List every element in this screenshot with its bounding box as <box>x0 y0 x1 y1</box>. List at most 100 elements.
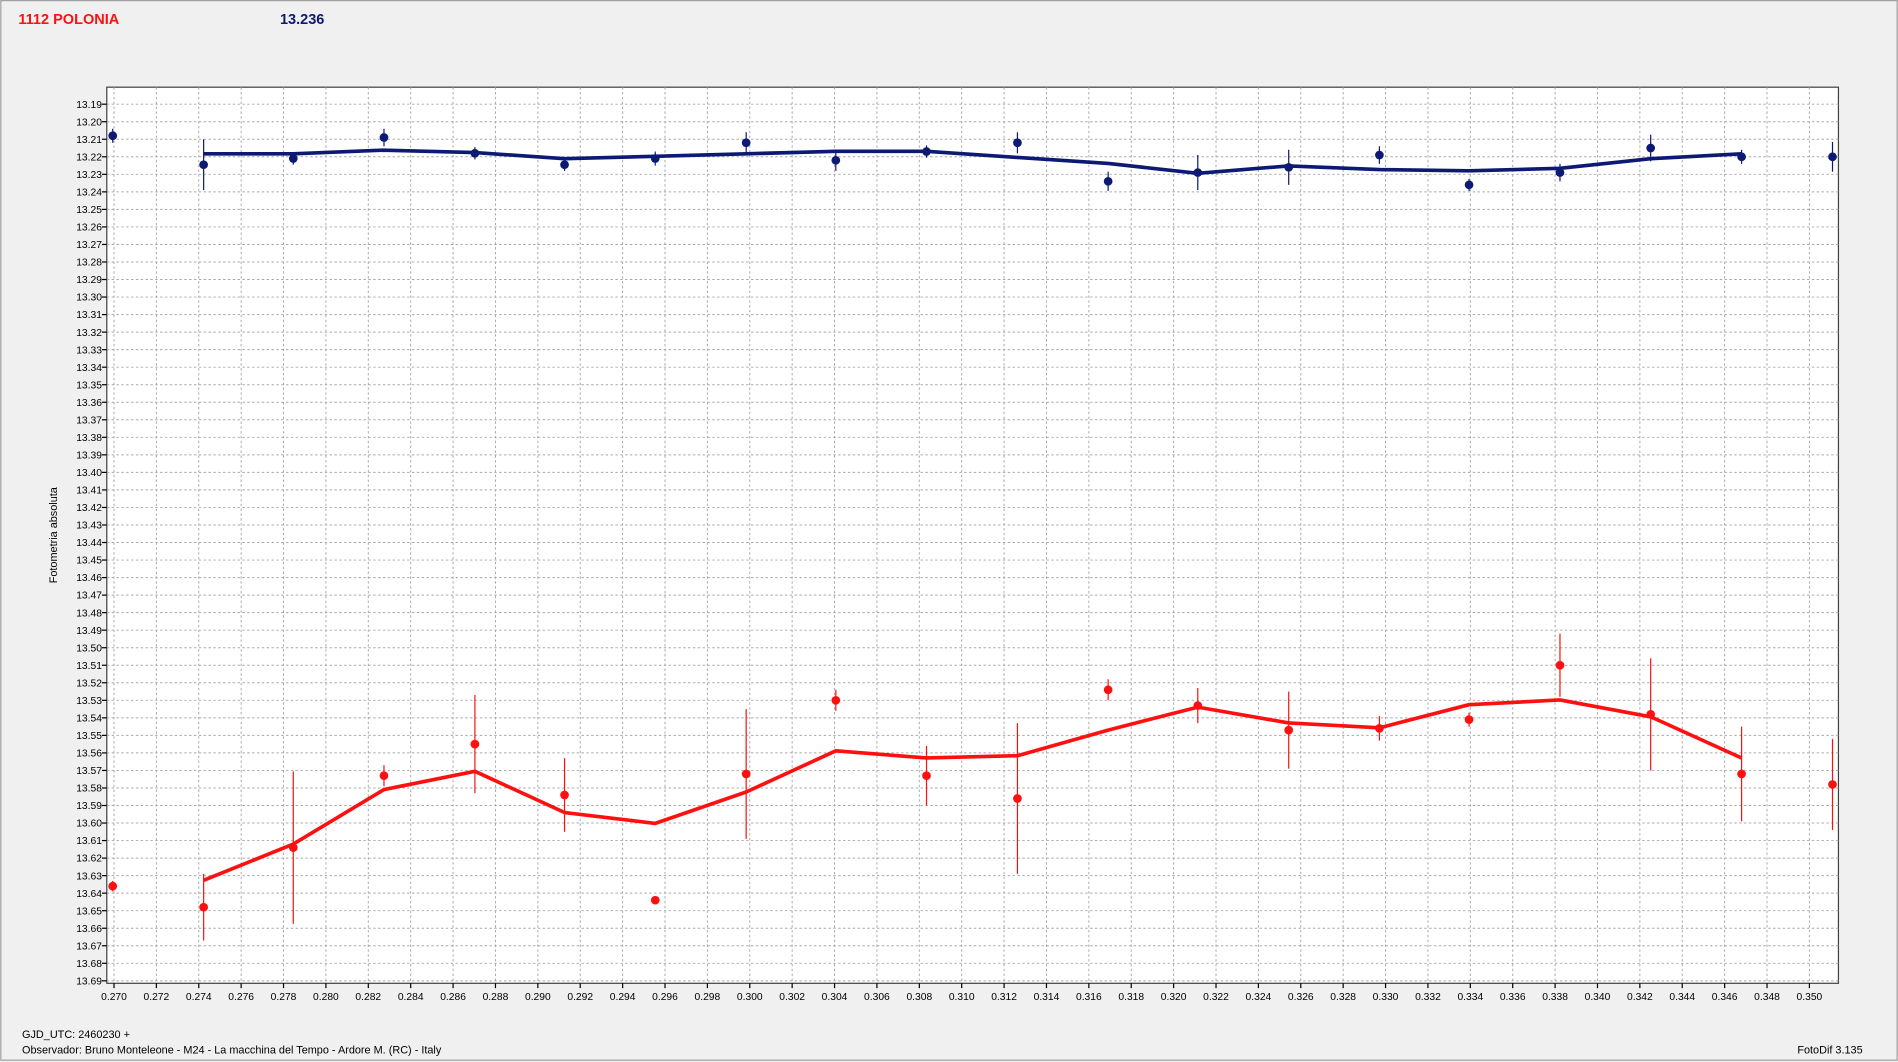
data-point <box>1013 138 1022 148</box>
x-tick-label: 0.348 <box>1754 992 1780 1003</box>
y-tick-label: 13.61 <box>76 836 102 847</box>
x-tick-label: 0.274 <box>186 992 212 1003</box>
y-tick-label: 13.60 <box>76 819 102 830</box>
data-point <box>1193 701 1203 710</box>
x-tick-label: 0.320 <box>1161 992 1187 1003</box>
data-point <box>1828 152 1837 162</box>
x-tick-label: 0.290 <box>525 992 551 1003</box>
y-tick-label: 13.48 <box>76 608 102 619</box>
data-point <box>1013 794 1022 803</box>
data-point <box>288 843 298 852</box>
x-tick-label: 0.340 <box>1585 992 1611 1003</box>
y-tick-label: 13.31 <box>76 310 102 321</box>
y-tick-label: 13.58 <box>76 784 102 795</box>
x-tick-label: 0.282 <box>355 992 381 1003</box>
y-tick-label: 13.35 <box>76 380 102 391</box>
y-tick-label: 13.25 <box>76 205 102 216</box>
data-point <box>650 154 660 163</box>
y-tick-label: 13.47 <box>76 591 102 602</box>
data-point <box>1284 725 1294 735</box>
plot-area <box>106 86 1840 984</box>
x-tick-label: 0.318 <box>1118 992 1144 1003</box>
data-point <box>650 895 660 905</box>
footer: Observador: Bruno Monteleone - M24 - La … <box>22 1045 442 1057</box>
data-point <box>108 131 118 141</box>
x-tick-label: 0.312 <box>991 992 1017 1003</box>
data-point <box>199 902 208 912</box>
y-tick-label: 13.30 <box>76 293 102 304</box>
x-tick-label: 0.284 <box>398 992 424 1003</box>
data-point <box>922 771 931 781</box>
x-tick-label: 0.306 <box>864 992 890 1003</box>
x-tick-label: 0.278 <box>271 992 297 1003</box>
data-point <box>1464 715 1474 724</box>
y-tick-label: 13.63 <box>76 871 102 882</box>
y-tick-label: 13.54 <box>76 713 102 724</box>
y-tick-label: 13.29 <box>76 275 102 286</box>
data-point <box>1828 780 1837 789</box>
y-tick-label: 13.37 <box>76 415 102 426</box>
data-point <box>1193 168 1203 177</box>
y-tick-label: 13.24 <box>76 187 102 198</box>
x-tick-label: 0.344 <box>1669 992 1695 1003</box>
x-tick-label: 0.280 <box>313 992 339 1003</box>
y-tick-label: 13.19 <box>76 100 102 111</box>
data-point <box>922 147 931 156</box>
y-tick-label: 13.52 <box>76 678 102 689</box>
x-tick-label: 0.298 <box>695 992 721 1003</box>
y-tick-label: 13.51 <box>76 661 102 672</box>
y-tick-label: 13.66 <box>76 924 102 935</box>
x-tick-label: 0.272 <box>144 992 170 1003</box>
data-point <box>1464 180 1474 190</box>
x-tick-label: 0.334 <box>1457 992 1483 1003</box>
y-tick-label: 13.57 <box>76 766 102 777</box>
x-tick-label: 0.302 <box>779 992 805 1003</box>
x-tick-label: 0.310 <box>949 992 975 1003</box>
y-tick-label: 13.46 <box>76 573 102 584</box>
software-label: FotoDif 3.135 <box>1797 1045 1862 1057</box>
chart-subtitle: 13.236 <box>280 12 324 28</box>
x-tick-label: 0.294 <box>610 992 636 1003</box>
data-point <box>1103 685 1113 695</box>
y-tick-label: 13.69 <box>76 976 102 987</box>
x-tick-label: 0.276 <box>228 992 254 1003</box>
y-tick-label: 13.20 <box>76 117 102 128</box>
x-tick-label: 0.270 <box>101 992 127 1003</box>
y-tick-label: 13.67 <box>76 941 102 952</box>
x-tick-label: 0.322 <box>1203 992 1229 1003</box>
x-tick-label: 0.324 <box>1246 992 1272 1003</box>
y-tick-label: 13.38 <box>76 433 102 444</box>
data-point <box>1284 162 1294 172</box>
x-tick-label: 0.342 <box>1627 992 1653 1003</box>
fit-line <box>203 148 1742 176</box>
data-point <box>1737 152 1746 162</box>
y-tick-label: 13.43 <box>76 521 102 532</box>
x-tick-label: 0.308 <box>906 992 932 1003</box>
y-axis-label: Fotometria absoluta <box>48 486 60 583</box>
x-tick-label: 0.346 <box>1712 992 1738 1003</box>
data-point <box>379 133 389 142</box>
data-point <box>379 771 389 781</box>
data-point <box>199 160 208 170</box>
y-tick-label: 13.65 <box>76 906 102 917</box>
x-tick-label: 0.304 <box>822 992 848 1003</box>
data-point <box>470 148 480 158</box>
x-tick-label: 0.296 <box>652 992 678 1003</box>
data-point <box>560 790 569 800</box>
x-tick-label: 0.288 <box>483 992 509 1003</box>
x-tick-label: 0.332 <box>1415 992 1441 1003</box>
y-tick-label: 13.56 <box>76 749 102 760</box>
y-tick-label: 13.34 <box>76 363 102 374</box>
data-point <box>741 138 751 148</box>
x-axis-label: GJD_UTC: 2460230 + <box>22 1029 130 1041</box>
x-tick-label: 0.300 <box>737 992 763 1003</box>
y-tick-label: 13.68 <box>76 959 102 970</box>
y-tick-label: 13.41 <box>76 486 102 497</box>
data-point <box>831 155 841 165</box>
y-tick-label: 13.39 <box>76 450 102 461</box>
x-tick-label: 0.286 <box>440 992 466 1003</box>
data-point <box>1103 176 1113 186</box>
data-point <box>470 739 480 749</box>
y-tick-label: 13.36 <box>76 398 102 409</box>
y-tick-label: 13.27 <box>76 240 102 251</box>
